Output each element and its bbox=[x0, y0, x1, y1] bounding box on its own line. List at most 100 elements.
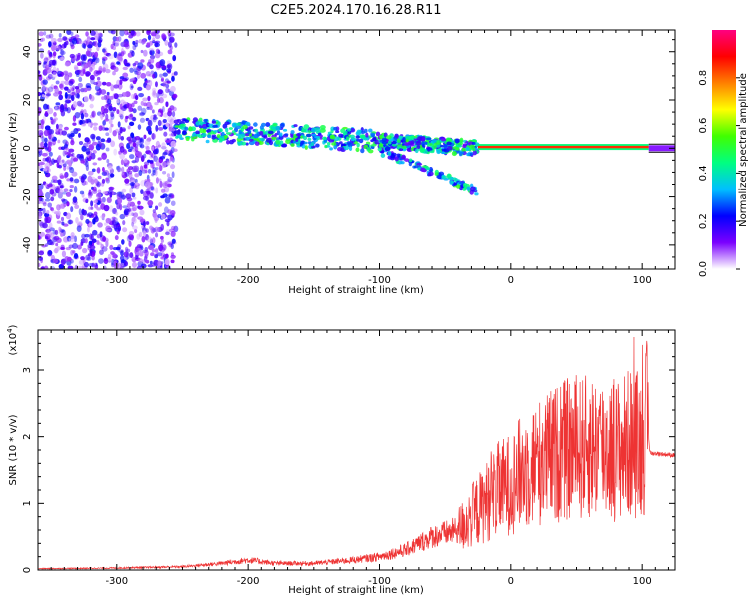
noise-point bbox=[48, 222, 53, 229]
band-point bbox=[340, 143, 347, 147]
noise-point bbox=[38, 189, 43, 196]
noise-point bbox=[44, 216, 49, 224]
band-point bbox=[400, 161, 405, 165]
noise-point bbox=[40, 266, 45, 269]
noise-point bbox=[88, 194, 92, 199]
noise-point bbox=[168, 34, 172, 41]
noise-point bbox=[74, 66, 79, 71]
noise-point bbox=[87, 243, 93, 248]
y-tick-label: 40 bbox=[22, 45, 33, 58]
noise-point bbox=[165, 87, 170, 94]
noise-point bbox=[80, 119, 86, 125]
noise-point bbox=[149, 104, 153, 111]
y-tick-label: 0 bbox=[22, 145, 33, 151]
band-point bbox=[368, 128, 373, 133]
noise-point bbox=[86, 226, 90, 233]
band-point bbox=[335, 130, 340, 134]
noise-point bbox=[64, 126, 69, 131]
noise-point bbox=[112, 93, 118, 99]
noise-point bbox=[85, 147, 91, 155]
noise-point bbox=[106, 95, 110, 99]
band-point bbox=[282, 128, 288, 132]
noise-point bbox=[42, 207, 46, 215]
noise-point bbox=[76, 153, 81, 159]
x-tick-label: -100 bbox=[368, 576, 391, 587]
band-point bbox=[408, 162, 412, 167]
noise-point bbox=[160, 238, 164, 243]
noise-point bbox=[44, 236, 49, 240]
noise-point bbox=[101, 152, 108, 160]
noise-point bbox=[123, 251, 129, 258]
noise-point bbox=[122, 128, 126, 132]
band-point bbox=[247, 130, 252, 135]
band-point bbox=[360, 130, 366, 135]
noise-point bbox=[119, 213, 126, 220]
noise-point bbox=[167, 49, 173, 55]
noise-point bbox=[93, 126, 98, 131]
band-point bbox=[224, 121, 230, 126]
noise-point bbox=[45, 62, 50, 68]
noise-point bbox=[91, 168, 96, 173]
noise-point bbox=[62, 36, 68, 41]
noise-point bbox=[171, 116, 176, 120]
band-point bbox=[303, 124, 310, 130]
noise-point bbox=[39, 161, 45, 166]
noise-point bbox=[158, 244, 164, 252]
noise-point bbox=[140, 263, 147, 269]
noise-point bbox=[81, 66, 86, 72]
noise-point bbox=[133, 212, 139, 218]
band-point bbox=[263, 135, 268, 139]
band-point bbox=[174, 125, 181, 128]
noise-point bbox=[46, 183, 53, 188]
band-point bbox=[267, 130, 274, 135]
noise-point bbox=[53, 258, 59, 264]
noise-point bbox=[47, 73, 53, 79]
noise-point bbox=[138, 169, 143, 177]
noise-point bbox=[58, 165, 62, 169]
noise-point bbox=[163, 206, 169, 214]
noise-point bbox=[45, 93, 51, 97]
noise-point bbox=[93, 81, 99, 86]
noise-point bbox=[132, 196, 137, 200]
band-point bbox=[219, 137, 223, 142]
noise-point bbox=[129, 67, 134, 73]
band-point bbox=[274, 133, 278, 136]
noise-point bbox=[167, 30, 172, 37]
noise-point bbox=[77, 82, 83, 88]
band-point bbox=[244, 136, 251, 141]
noise-point bbox=[151, 87, 157, 93]
band-point bbox=[328, 139, 335, 143]
noise-point bbox=[138, 39, 143, 44]
noise-point bbox=[126, 31, 133, 36]
noise-point bbox=[61, 250, 67, 258]
line-band bbox=[648, 145, 675, 152]
noise-point bbox=[159, 59, 166, 67]
noise-point bbox=[72, 157, 79, 162]
noise-point bbox=[93, 178, 98, 184]
noise-point bbox=[103, 204, 110, 212]
noise-point bbox=[48, 41, 52, 48]
noise-point bbox=[46, 210, 50, 215]
noise-point bbox=[42, 84, 47, 91]
noise-point bbox=[141, 107, 147, 115]
noise-point bbox=[171, 171, 175, 179]
band-point bbox=[231, 130, 236, 134]
noise-point bbox=[102, 120, 106, 126]
noise-point bbox=[170, 200, 176, 206]
noise-point bbox=[44, 125, 51, 131]
band-point bbox=[279, 132, 283, 137]
noise-point bbox=[105, 177, 110, 182]
noise-point bbox=[170, 252, 175, 257]
noise-point bbox=[44, 55, 48, 62]
noise-point bbox=[111, 219, 116, 226]
noise-point bbox=[165, 231, 170, 236]
band-point bbox=[307, 137, 312, 141]
noise-point bbox=[59, 229, 65, 233]
band-point bbox=[191, 138, 195, 142]
noise-point bbox=[151, 146, 155, 151]
band-point bbox=[456, 144, 463, 148]
band-point bbox=[390, 152, 397, 157]
noise-point bbox=[167, 214, 173, 221]
band-point bbox=[342, 126, 348, 130]
noise-point bbox=[50, 44, 56, 52]
